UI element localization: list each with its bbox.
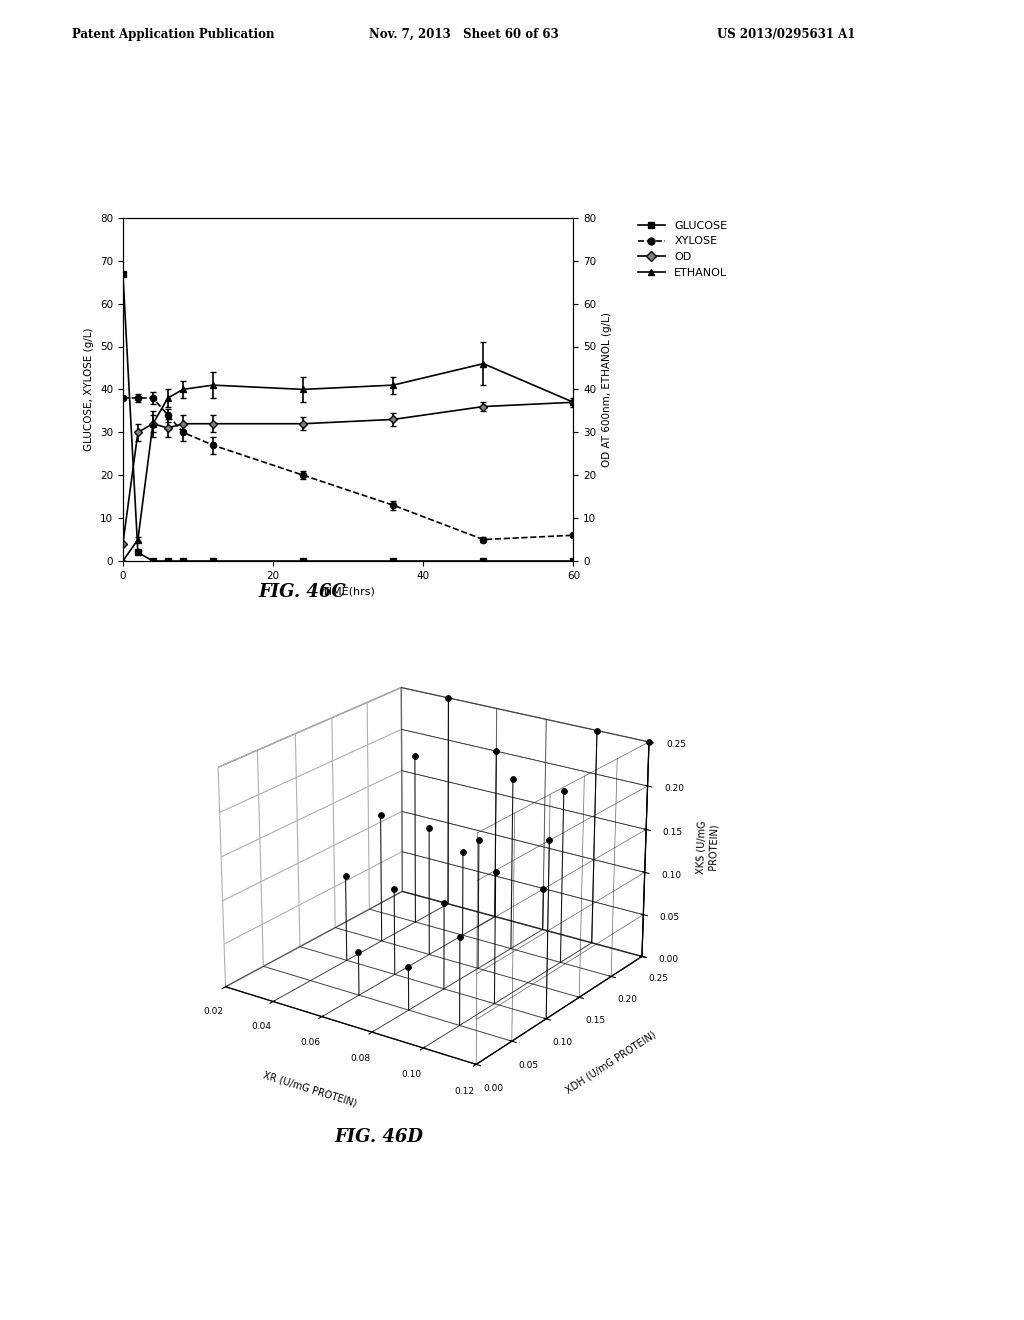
Text: FIG. 46C: FIG. 46C [258,582,346,601]
Text: US 2013/0295631 A1: US 2013/0295631 A1 [717,28,855,41]
Text: FIG. 46D: FIG. 46D [335,1127,423,1146]
X-axis label: TIME(hrs): TIME(hrs) [322,586,375,597]
Y-axis label: XDH (U/mG PROTEIN): XDH (U/mG PROTEIN) [563,1030,657,1096]
Y-axis label: OD AT 600nm, ETHANOL (g/L): OD AT 600nm, ETHANOL (g/L) [602,312,612,467]
Y-axis label: GLUCOSE, XYLOSE (g/L): GLUCOSE, XYLOSE (g/L) [84,327,94,451]
Text: Patent Application Publication: Patent Application Publication [72,28,274,41]
Text: Nov. 7, 2013   Sheet 60 of 63: Nov. 7, 2013 Sheet 60 of 63 [369,28,558,41]
Legend: GLUCOSE, XYLOSE, OD, ETHANOL: GLUCOSE, XYLOSE, OD, ETHANOL [633,216,732,282]
X-axis label: XR (U/mG PROTEIN): XR (U/mG PROTEIN) [262,1071,358,1109]
